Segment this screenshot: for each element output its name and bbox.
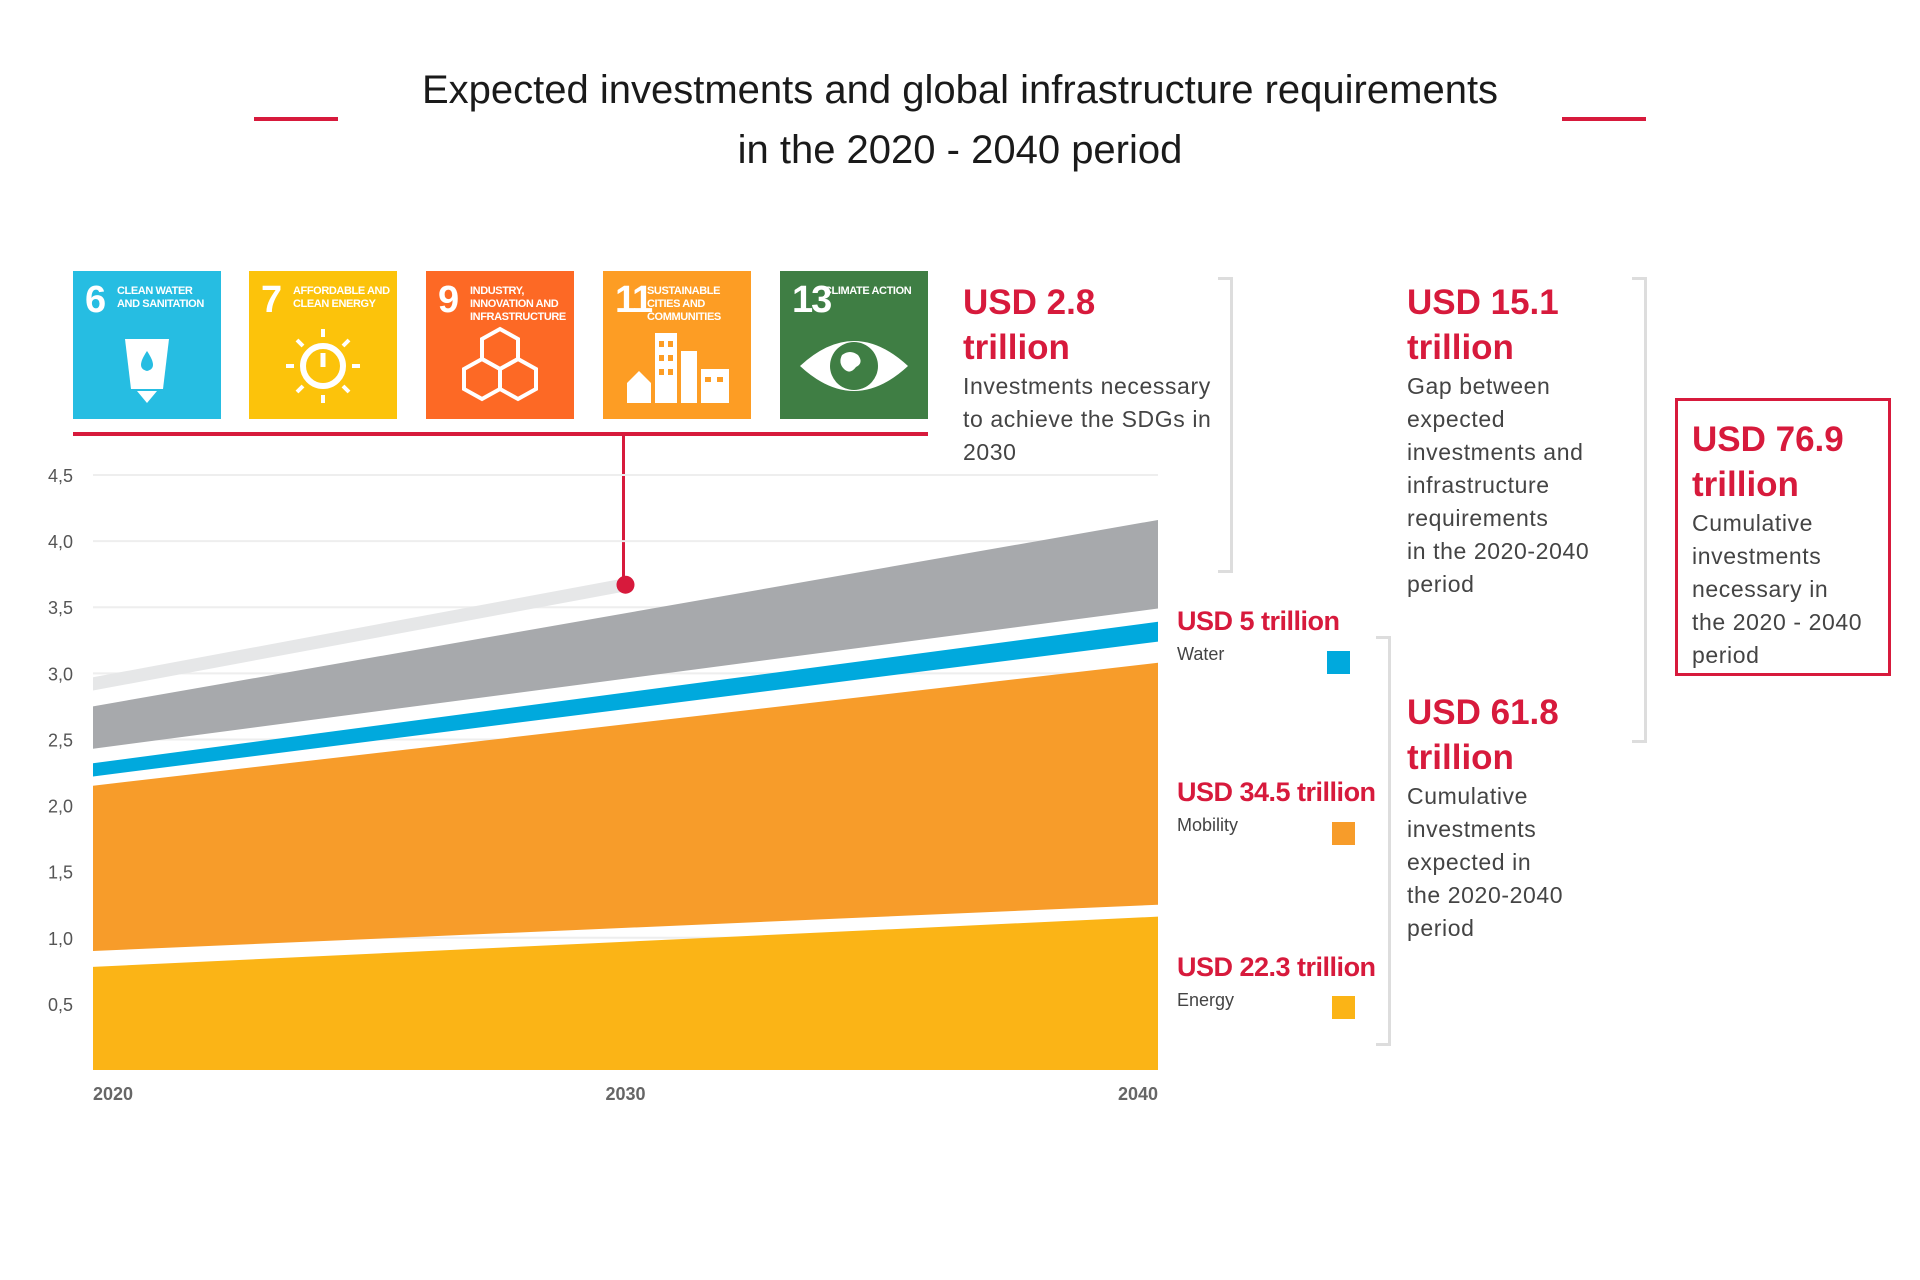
- category-bracket: [1376, 636, 1391, 1046]
- mobility-legend-swatch: [1332, 822, 1355, 845]
- y-tick-label: 3,0: [48, 664, 73, 684]
- sdg-label: SUSTAINABLE CITIES AND COMMUNITIES: [647, 285, 721, 323]
- expected-desc: Cumulative investments expected in the 2…: [1407, 783, 1564, 941]
- city-buildings-icon: [627, 333, 729, 403]
- y-tick-label: 2,0: [48, 797, 73, 817]
- total-annotation-box: USD 76.9 trillion Cumulative investments…: [1675, 398, 1891, 676]
- y-tick-label: 1,5: [48, 863, 73, 883]
- title-rule-right: [1562, 117, 1646, 121]
- sdg-gap-annotation: USD 2.8 trillion Investments necessary t…: [963, 280, 1233, 469]
- mobility-area: [93, 662, 1158, 951]
- x-tick-label: 2040: [1118, 1084, 1158, 1104]
- y-tick-label: 3,5: [48, 598, 73, 618]
- water-legend-swatch: [1327, 651, 1350, 674]
- chart-title-line2: in the 2020 - 2040 period: [737, 128, 1183, 172]
- sdg-gap-bracket: [1218, 277, 1233, 573]
- total-desc: Cumulative investments necessary in the …: [1692, 510, 1863, 668]
- sdg-label: INDUSTRY, INNOVATION AND INFRASTRUCTURE: [470, 285, 566, 323]
- x-tick-label: 2020: [93, 1084, 133, 1104]
- sdg-13-tile: 13 CLIMATE ACTION: [780, 271, 928, 419]
- sdg-label: AFFORDABLE AND CLEAN ENERGY: [293, 285, 390, 310]
- gap-area: [93, 519, 1158, 749]
- sdg-9-tile: 9 INDUSTRY, INNOVATION AND INFRASTRUCTUR…: [426, 271, 574, 419]
- sdg-number: 6: [85, 279, 106, 321]
- energy-value: USD 22.3 trillion: [1177, 952, 1376, 982]
- title-rule-left: [254, 117, 338, 121]
- gap-value: USD 15.1 trillion: [1407, 283, 1559, 367]
- sdg-number: 13: [792, 279, 832, 321]
- sdg-number: 11: [615, 279, 653, 321]
- sdg-gap-desc: Investments necessary to achieve the SDG…: [963, 373, 1212, 465]
- total-bracket: [1632, 277, 1647, 743]
- sun-power-icon: [286, 329, 360, 403]
- total-value: USD 76.9 trillion: [1692, 420, 1844, 504]
- y-tick-label: 1,0: [48, 929, 73, 949]
- eye-globe-icon: [800, 341, 908, 391]
- gap-annotation: USD 15.1 trillion Gap between expected i…: [1407, 280, 1637, 601]
- y-tick-label: 2,5: [48, 730, 73, 750]
- sdg-marker-dot: [616, 575, 635, 594]
- expected-value: USD 61.8 trillion: [1407, 693, 1559, 777]
- sdg-6-tile: 6 CLEAN WATER AND SANITATION: [73, 271, 221, 419]
- water-area: [93, 621, 1158, 777]
- energy-legend-swatch: [1332, 996, 1355, 1019]
- water-label: Water: [1177, 644, 1225, 664]
- energy-area: [93, 916, 1158, 1070]
- sdg-number: 9: [438, 279, 459, 321]
- sdg-label: CLIMATE ACTION: [824, 285, 912, 297]
- gap-desc: Gap between expected investments and inf…: [1407, 373, 1590, 597]
- sdg-7-tile: 7 AFFORDABLE AND CLEAN ENERGY: [249, 271, 397, 419]
- water-glass-icon: [125, 339, 169, 403]
- y-tick-label: 4,5: [48, 466, 73, 486]
- sdg-11-tile: 11 SUSTAINABLE CITIES AND COMMUNITIES: [603, 271, 751, 419]
- cubes-icon: [462, 326, 538, 402]
- water-value: USD 5 trillion: [1177, 606, 1340, 636]
- y-tick-label: 4,0: [48, 532, 73, 552]
- sdg-number: 7: [261, 279, 282, 321]
- chart-title-line1: Expected investments and global infrastr…: [421, 68, 1499, 112]
- y-tick-label: 0,5: [48, 995, 73, 1015]
- sdg-connector-line: [622, 434, 625, 584]
- chart-title: Expected investments and global infrastr…: [330, 60, 1590, 180]
- expected-annotation: USD 61.8 trillion Cumulative investments…: [1407, 690, 1637, 945]
- sdg-label: CLEAN WATER AND SANITATION: [117, 285, 204, 310]
- sdg-underline: [73, 432, 928, 436]
- mobility-value: USD 34.5 trillion: [1177, 777, 1376, 807]
- sdg-gap-area: [93, 578, 626, 691]
- sdg-gap-value: USD 2.8 trillion: [963, 283, 1096, 367]
- mobility-label: Mobility: [1177, 815, 1239, 835]
- energy-label: Energy: [1177, 990, 1235, 1010]
- x-tick-label: 2030: [605, 1084, 645, 1104]
